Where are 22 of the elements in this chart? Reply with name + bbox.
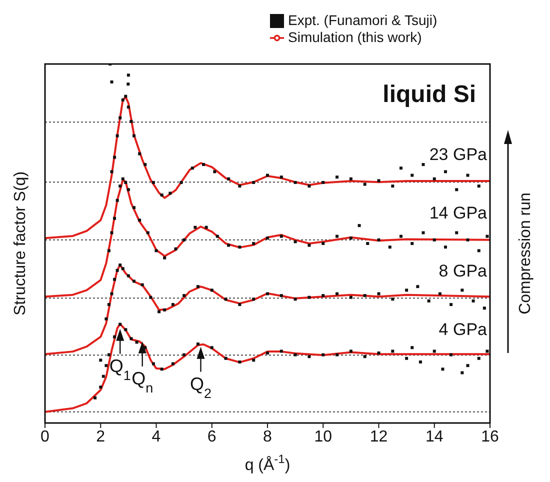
x-tick-label: 2 [96,428,106,446]
annotation: 8 GPa [438,262,488,281]
y-axis-title: Structure factor S(q) [12,171,29,316]
x-tick-label: 4 [152,428,161,446]
annotation: Q$_{2}$ [190,374,212,400]
x-tick-label: 0 [40,428,50,446]
x-tick-label: 14 [425,428,444,446]
x-axis-title: q (Å$^{-1}$) [244,452,290,474]
annotation: 23 GPa [429,145,488,164]
legend-label: Simulation (this work) [288,29,422,45]
annotation: Q$_{1}$ [109,356,131,382]
x-tick-label: 16 [481,428,499,446]
annotation: 14 GPa [429,203,488,222]
x-tick-label: 10 [314,428,332,446]
x-tick-label: 12 [370,428,388,446]
annotation: 4 GPa [438,320,488,339]
x-tick-label: 8 [263,428,272,446]
text: Compression run [517,192,534,314]
annotation: Q$_{n}$ [132,368,154,395]
x-tick-label: 6 [207,428,216,446]
annotation: liquid Si [382,81,476,108]
legend-label: Expt. (Funamori & Tsuji) [288,12,438,28]
